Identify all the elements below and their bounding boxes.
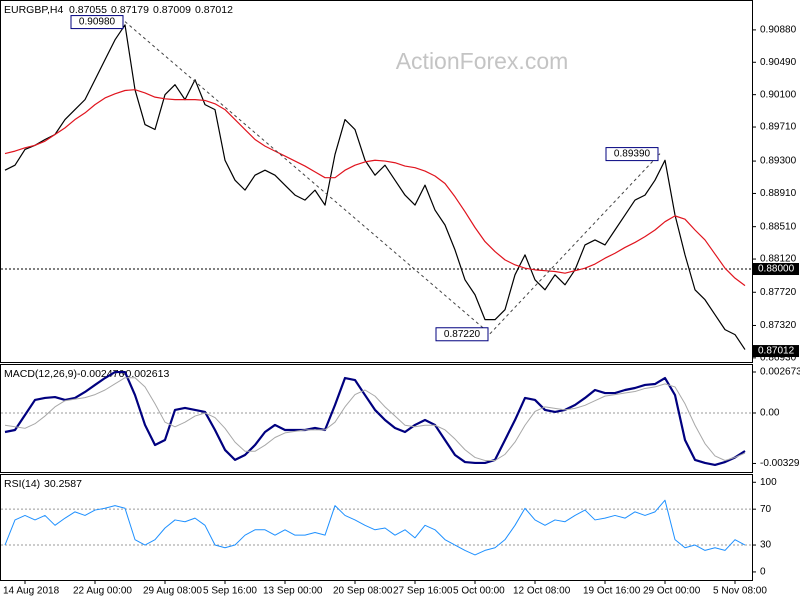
watermark: ActionForex.com — [396, 48, 569, 74]
ohlc-open: 0.87055 — [69, 4, 107, 16]
y-tick-label: 30 — [760, 540, 772, 551]
x-tick-label: 29 Oct 00:00 — [643, 586, 701, 597]
y-tick-label: 0.87720 — [760, 287, 797, 298]
x-tick-label: 12 Oct 08:00 — [513, 586, 571, 597]
x-tick-label: 5 Sep 16:00 — [203, 586, 257, 597]
x-tick-label: 14 Aug 2018 — [3, 586, 60, 597]
y-tick-label: 100 — [760, 477, 777, 488]
trend-line — [489, 153, 661, 335]
price-panel — [0, 0, 753, 363]
series-line — [4, 89, 746, 287]
series-line — [4, 499, 746, 556]
y-tick-label: 0.86930 — [760, 352, 797, 363]
last-price-box — [753, 345, 799, 358]
level-label: 0.88000 — [758, 264, 795, 275]
y-tick-label: 0.00 — [760, 408, 780, 419]
macd-reading: -0.002476 — [77, 368, 124, 380]
series-line — [4, 24, 746, 350]
last-price-label: 0.87012 — [758, 346, 795, 357]
annotation-box — [435, 327, 489, 342]
annotation-label: 0.89390 — [614, 149, 651, 160]
rsi-reading: 30.2587 — [44, 478, 82, 490]
y-tick-label: 0.89710 — [760, 122, 797, 133]
annotation-box — [605, 147, 659, 162]
rsi-title: RSI(14) — [4, 478, 40, 490]
y-tick-label: 0.87320 — [760, 320, 797, 331]
macd-title: MACD(12,26,9) — [4, 368, 77, 380]
x-tick-label: 22 Aug 00:00 — [73, 586, 132, 597]
y-tick-label: -0.003293 — [760, 458, 800, 469]
y-tick-label: 0.002673 — [760, 367, 800, 378]
y-tick-label: 70 — [760, 504, 772, 515]
x-tick-label: 27 Sep 16:00 — [393, 586, 453, 597]
y-tick-label: 0.89300 — [760, 156, 797, 167]
annotation-label: 0.90980 — [79, 17, 116, 28]
ohlc-high: 0.87179 — [111, 4, 149, 16]
x-tick-label: 5 Oct 00:00 — [453, 586, 505, 597]
y-tick-label: 0.90100 — [760, 89, 797, 100]
y-tick-label: 0.90490 — [760, 57, 797, 68]
trend-line — [124, 21, 491, 335]
y-tick-label: 0.88120 — [760, 254, 797, 265]
annotation-box — [70, 15, 124, 30]
y-tick-label: 0 — [760, 567, 766, 578]
symbol: EURGBP,H4 — [4, 4, 63, 16]
x-tick-label: 19 Oct 16:00 — [583, 586, 641, 597]
y-tick-label: 0.88510 — [760, 221, 797, 232]
rsi-panel — [0, 474, 753, 581]
macd-panel — [0, 364, 753, 473]
annotation-label: 0.87220 — [444, 329, 481, 340]
ohlc-low: 0.87009 — [153, 4, 191, 16]
series-line — [4, 377, 746, 461]
level-box — [753, 263, 799, 276]
x-tick-label: 29 Aug 08:00 — [143, 586, 202, 597]
series-line — [4, 370, 746, 467]
y-tick-label: 0.88910 — [760, 188, 797, 199]
ohlc-close: 0.87012 — [195, 4, 233, 16]
y-tick-label: 0.90880 — [760, 25, 797, 36]
x-tick-label: 13 Sep 00:00 — [263, 586, 323, 597]
signal-reading: -0.002613 — [122, 368, 169, 380]
x-tick-label: 20 Sep 08:00 — [333, 586, 393, 597]
x-tick-label: 5 Nov 08:00 — [713, 586, 767, 597]
